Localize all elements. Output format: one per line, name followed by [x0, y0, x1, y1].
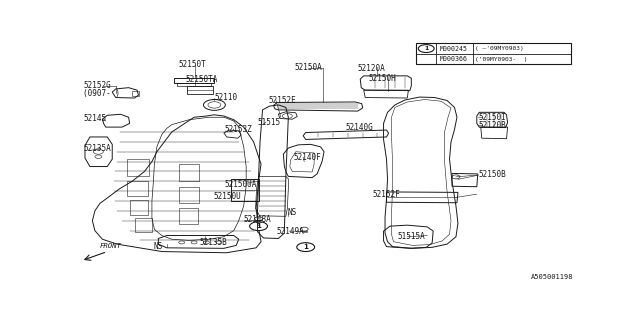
Text: 52152E: 52152E: [269, 96, 297, 105]
Text: ( –'09MY0903): ( –'09MY0903): [475, 46, 524, 51]
Text: FRONT: FRONT: [100, 243, 122, 249]
Text: 52150T: 52150T: [178, 60, 206, 69]
Text: 52149A: 52149A: [277, 227, 305, 236]
Text: 52150TA: 52150TA: [186, 75, 218, 84]
Text: 52110: 52110: [214, 93, 237, 102]
Text: M000366: M000366: [440, 56, 468, 62]
Text: 52150B: 52150B: [478, 170, 506, 179]
Circle shape: [250, 222, 268, 231]
Bar: [416, 43, 571, 64]
Text: NS: NS: [154, 242, 163, 251]
Text: 52153Z: 52153Z: [225, 124, 252, 133]
Text: 52135B: 52135B: [199, 238, 227, 247]
Text: 52120A: 52120A: [358, 64, 385, 73]
Text: M000245: M000245: [440, 45, 468, 52]
Text: 52140F: 52140F: [293, 153, 321, 162]
Text: 51515A: 51515A: [397, 232, 425, 241]
Text: 52148A: 52148A: [244, 215, 271, 224]
Text: 1: 1: [424, 46, 428, 51]
Text: 1: 1: [256, 223, 261, 229]
Text: (0907- ): (0907- ): [83, 89, 120, 98]
Text: 52152F: 52152F: [372, 190, 401, 199]
Text: 52145: 52145: [83, 115, 107, 124]
Text: A505001198: A505001198: [531, 274, 573, 280]
Text: 52150A: 52150A: [294, 63, 322, 72]
Text: 52152G: 52152G: [83, 81, 111, 90]
Text: 52150H: 52150H: [368, 74, 396, 83]
Text: 52150UA: 52150UA: [225, 180, 257, 189]
Text: 52140G: 52140G: [346, 123, 374, 132]
Text: NS: NS: [287, 208, 296, 217]
Circle shape: [297, 243, 315, 252]
Text: 1: 1: [303, 244, 308, 250]
Text: ('09MY0903-  ): ('09MY0903- ): [475, 57, 527, 61]
Text: 52120B: 52120B: [478, 121, 506, 130]
Circle shape: [419, 44, 434, 52]
Text: 52150I: 52150I: [478, 113, 506, 122]
Text: 51515: 51515: [257, 118, 281, 127]
Text: 52135A: 52135A: [83, 144, 111, 153]
Text: 52150U: 52150U: [214, 192, 242, 201]
